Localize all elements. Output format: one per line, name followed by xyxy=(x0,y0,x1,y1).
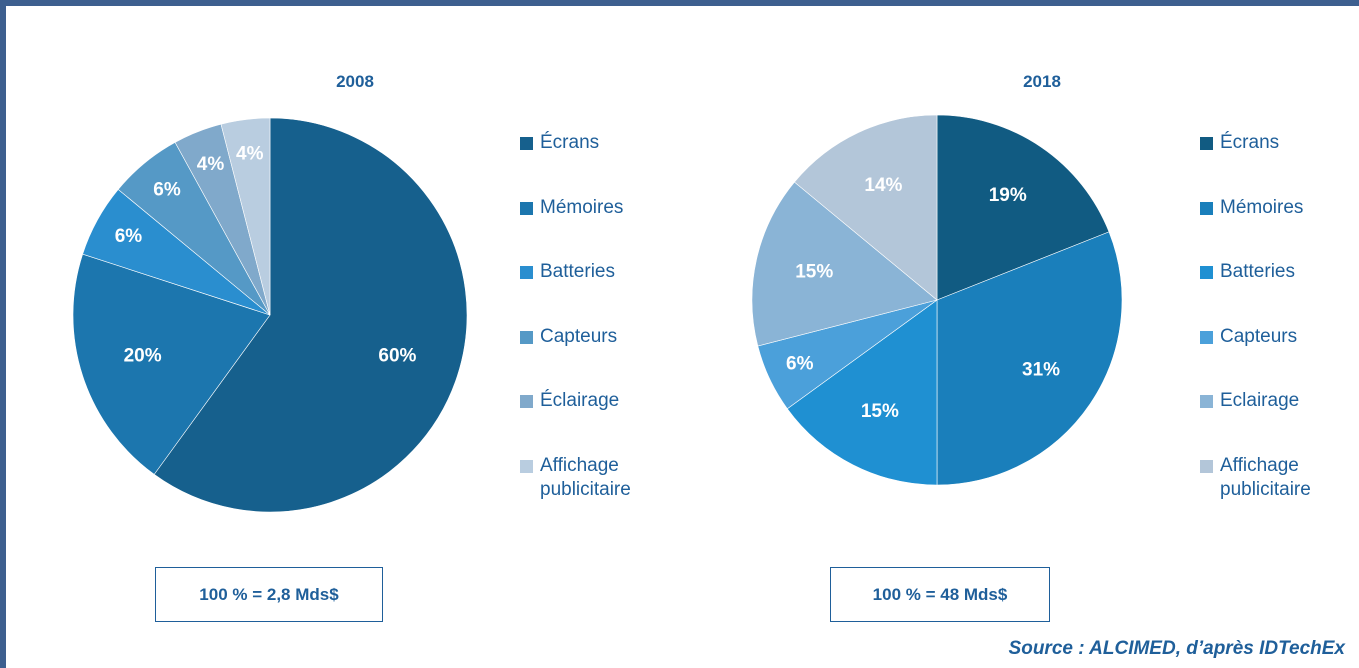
data-label: 14% xyxy=(864,175,902,196)
legend-entry: Affichage publicitaire xyxy=(1200,454,1359,502)
pie-title: 2018 xyxy=(1023,72,1061,91)
pie-slice xyxy=(936,114,1110,301)
data-label: 4% xyxy=(197,154,225,175)
legend-swatch xyxy=(520,201,533,215)
legend-swatch xyxy=(1200,395,1213,408)
total-box: 100 % = 2,8 Mds$ xyxy=(155,567,383,622)
data-label: 60% xyxy=(378,345,416,366)
legend-swatch xyxy=(1200,201,1213,215)
data-label: 6% xyxy=(786,354,814,375)
data-label: 20% xyxy=(124,345,162,366)
data-label: 19% xyxy=(989,185,1027,206)
data-label: 15% xyxy=(861,401,899,422)
source: Source : ALCIMED, d’après IDTechEx xyxy=(1008,638,1345,659)
data-label: 6% xyxy=(115,226,143,247)
frame-top xyxy=(0,0,1359,6)
legend-entry: Batteries xyxy=(1200,260,1359,284)
legend-swatch xyxy=(520,266,533,279)
legend-swatch xyxy=(520,395,533,408)
pie-slice xyxy=(72,253,271,475)
legend-swatch xyxy=(1200,459,1213,473)
legend-entry: Affichage publicitaire xyxy=(520,454,690,502)
legend-swatch xyxy=(1200,137,1213,150)
pie-slice xyxy=(936,231,1123,486)
legend-swatch xyxy=(1200,266,1213,279)
pie-slice xyxy=(153,117,468,513)
total-box: 100 % = 48 Mds$ xyxy=(830,567,1050,622)
legend-swatch xyxy=(520,137,533,150)
legend-entry: Mémoires xyxy=(1200,196,1359,220)
data-label: 6% xyxy=(153,180,181,201)
legend-swatch xyxy=(520,459,533,473)
pie-title: 2008 xyxy=(336,72,374,91)
data-label: 4% xyxy=(236,144,264,165)
pie-slice xyxy=(220,117,271,316)
legend-entry: Mémoires xyxy=(520,196,690,220)
legend-entry: Capteurs xyxy=(520,325,690,349)
data-label: 31% xyxy=(1022,360,1060,381)
pie-slice xyxy=(786,299,938,486)
legend-entry: Eclairage xyxy=(1200,389,1359,413)
legend-entry: Écrans xyxy=(1200,131,1359,155)
legend-entry: Écrans xyxy=(520,131,690,155)
legend-entry: Capteurs xyxy=(1200,325,1359,349)
frame-left xyxy=(0,0,6,668)
pie-slice xyxy=(751,181,938,347)
pie-slice xyxy=(794,114,938,301)
legend-entry: Éclairage xyxy=(520,389,690,413)
legend-swatch xyxy=(1200,330,1213,344)
legend-swatch xyxy=(520,330,533,344)
data-label: 15% xyxy=(795,262,833,283)
legend-entry: Batteries xyxy=(520,260,690,284)
